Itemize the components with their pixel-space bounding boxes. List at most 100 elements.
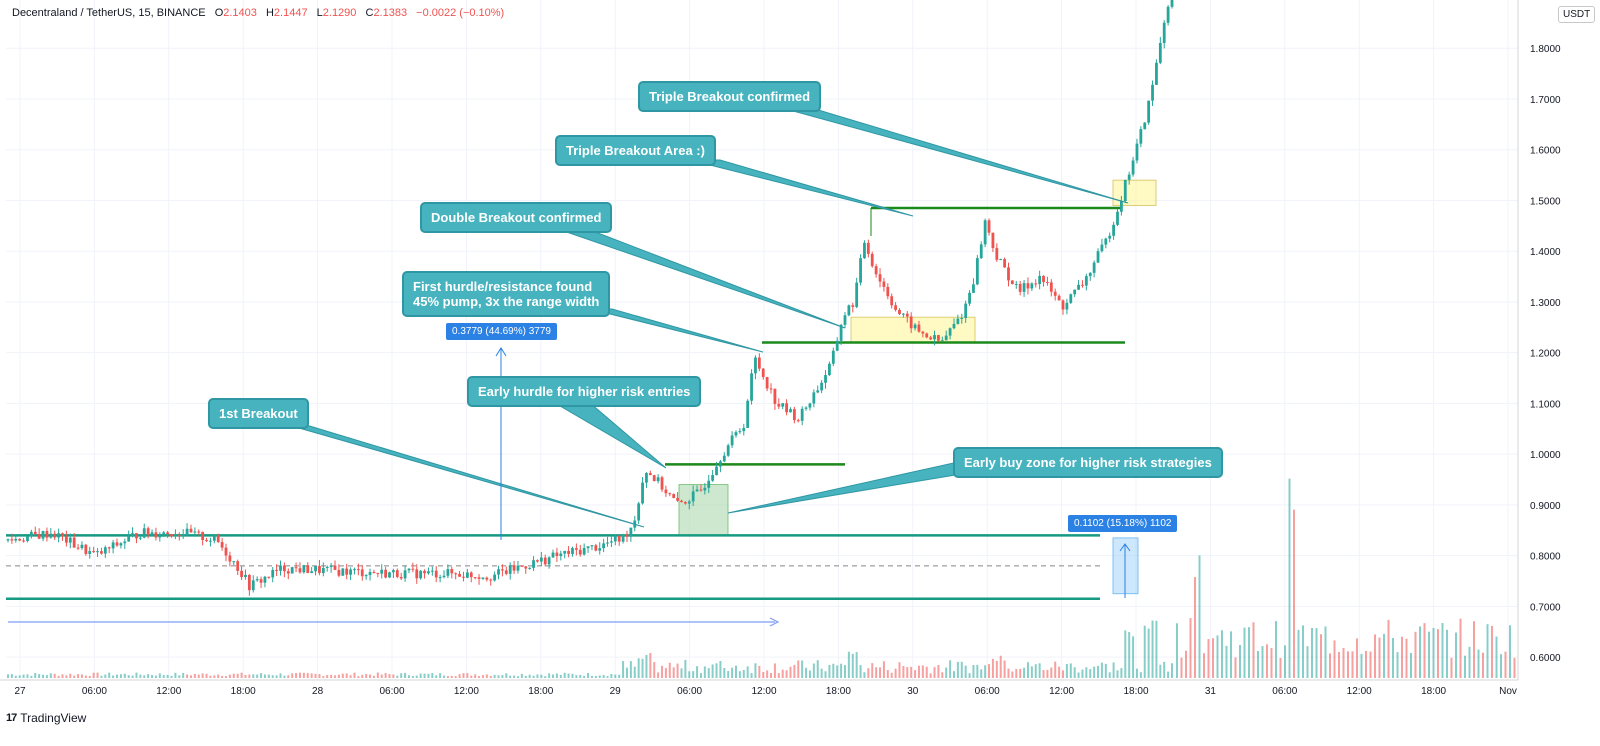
candle-body [403,570,407,579]
volume-bar [1306,646,1309,678]
volume-bar [1324,626,1327,678]
note-double-breakout[interactable]: Double Breakout confirmed [420,202,613,233]
candle-body [14,538,18,541]
y-tick-label: 1.6000 [1530,146,1561,157]
volume-bar [567,673,570,678]
volume-bar [1293,509,1295,678]
volume-bar [984,665,987,678]
volume-bar [1203,653,1205,678]
candle-body [816,390,820,393]
volume-bar [703,666,706,678]
candle-body [937,335,940,341]
close-value: 2.1383 [373,7,408,19]
y-tick-label: 1.3000 [1530,298,1561,309]
candle-body [96,551,99,553]
time-range-arrowhead [769,617,780,627]
volume-bar [688,671,691,678]
candle-body [625,534,629,537]
x-tick-label: 18:00 [1421,686,1446,697]
candle-body [193,531,197,533]
candle-body [664,489,668,494]
volume-bar [279,673,282,678]
note-early-buy[interactable]: Early buy zone for higher risk strategie… [953,447,1223,478]
volume-bar [65,675,68,678]
volume-bar [197,674,200,678]
candle-body [539,557,543,562]
candle-body [754,357,757,374]
volume-bar [890,672,893,678]
note-triple-confirmed[interactable]: Triple Breakout confirmed [638,81,822,112]
candle-body [952,323,956,329]
candle-body [1166,6,1170,23]
volume-bar [123,673,126,678]
x-tick-label: 06:00 [1272,686,1297,697]
candle-body [446,569,450,576]
candle-body [652,475,656,482]
volume-bar [131,675,134,678]
note-early-hurdle[interactable]: Early hurdle for higher risk entries [467,376,702,407]
note-first-hurdle[interactable]: First hurdle/resistance found 45% pump, … [402,271,611,317]
volume-bar [980,669,983,678]
volume-bar [583,675,586,678]
volume-bar [326,674,329,678]
candle-body [1092,262,1096,273]
volume-bar [1058,666,1061,678]
volume-bar [1046,669,1049,678]
y-tick-label: 0.8000 [1530,552,1561,563]
volume-bar [1477,649,1480,678]
volume-bar [536,674,539,678]
candle-body [45,531,49,538]
candle-body [72,537,76,548]
candle-body [477,577,481,579]
volume-bar [1239,644,1241,678]
candle-body [251,580,255,591]
volume-bar [1302,625,1304,678]
volume-bar [84,675,87,678]
candle-body [1049,282,1053,292]
candle-body [1084,276,1088,286]
volume-bar [1207,639,1210,678]
currency-unit-button[interactable]: USDT [1558,6,1596,23]
candle-body [290,567,294,574]
candle-body [333,565,337,570]
volume-bar [1100,662,1103,678]
note-triple-area[interactable]: Triple Breakout Area :) [555,135,716,166]
x-tick-label: 29 [610,686,622,697]
candle-body [212,535,216,541]
candle-body [956,318,960,324]
y-tick-label: 1.5000 [1530,196,1561,207]
volume-bar [579,674,582,678]
candle-body [547,557,551,565]
volume-bar [77,674,80,678]
candle-body [901,313,905,315]
candle-body [306,565,310,574]
volume-bar [275,675,278,678]
volume-bar [863,672,866,678]
volume-bar [766,670,769,678]
volume-bar [614,674,617,678]
candle-body [1077,284,1080,290]
measure-label-small[interactable]: 0.1102 (15.18%) 1102 [1068,515,1178,532]
volume-bar [1128,631,1131,678]
volume-bar [587,672,590,678]
candle-body [119,543,123,546]
volume-bar [14,675,17,678]
note-first-breakout[interactable]: 1st Breakout [208,398,309,429]
volume-bar [1112,662,1115,678]
volume-bar [380,674,383,678]
candle-body [929,337,933,340]
measure-label-large[interactable]: 0.3779 (44.69%) 3779 [446,323,557,340]
volume-bar [625,667,628,678]
candle-body [1127,174,1131,180]
open-value: 2.1403 [223,7,257,19]
volume-bar [213,675,216,678]
candle-body [894,305,897,310]
volume-bar [1500,654,1502,678]
volume-bar [618,674,621,678]
candle-body [921,331,925,334]
tradingview-brand[interactable]: 17 TradingView [6,711,86,725]
volume-bar [1176,623,1178,678]
candle-body [972,284,975,293]
volume-bar [295,673,298,678]
